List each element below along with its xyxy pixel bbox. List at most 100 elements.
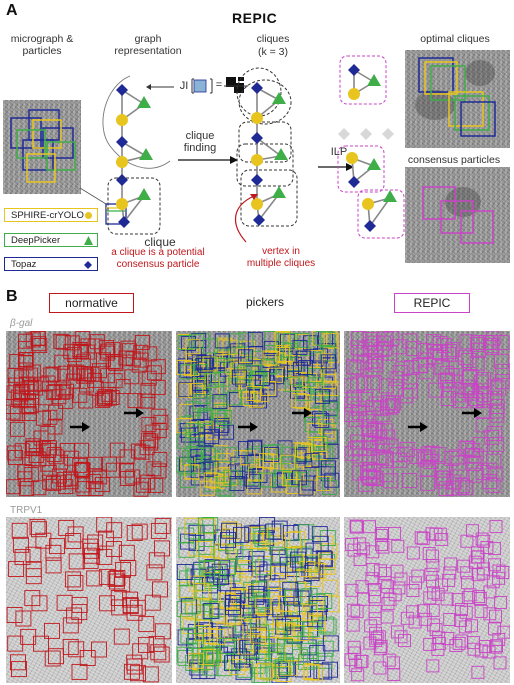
particle-box xyxy=(154,517,171,534)
particle-box xyxy=(238,377,254,393)
particle-box xyxy=(212,445,228,461)
legend-item-Topaz: Topaz xyxy=(4,257,98,271)
particle-box xyxy=(23,467,39,483)
particle-box xyxy=(356,542,370,556)
particle-box xyxy=(406,605,420,619)
particle-box xyxy=(203,460,219,476)
particle-box xyxy=(41,464,57,480)
particle-box xyxy=(146,461,162,477)
arrow-label-clique-finding: clique finding xyxy=(183,130,217,154)
header-normative: normative xyxy=(49,293,134,313)
particle-box xyxy=(296,442,312,458)
particle-box xyxy=(68,641,85,658)
particle-box xyxy=(252,601,269,618)
particle-box xyxy=(344,378,359,394)
particle-box xyxy=(15,610,32,627)
particle-box xyxy=(87,456,103,472)
particle-box xyxy=(428,382,444,398)
particle-box xyxy=(301,642,318,659)
particle-box xyxy=(408,576,422,590)
particle-box xyxy=(177,629,194,646)
particle-box xyxy=(121,343,137,359)
particle-box xyxy=(466,636,480,650)
particle-box xyxy=(347,543,361,557)
particle-box xyxy=(126,604,143,621)
particle-box xyxy=(420,446,436,462)
particle-box xyxy=(99,595,116,612)
particle-box xyxy=(152,581,168,598)
particle-box xyxy=(320,618,337,635)
particle-box xyxy=(303,335,318,351)
particle-box xyxy=(441,632,455,645)
particle-box xyxy=(100,368,116,384)
header-pickers: pickers xyxy=(225,293,305,313)
particle-box xyxy=(427,586,441,600)
particle-box xyxy=(355,580,369,594)
diamond-icon xyxy=(84,261,92,269)
particle-box xyxy=(392,581,406,595)
particle-box xyxy=(320,354,336,370)
particle-box xyxy=(197,410,213,425)
particle-box xyxy=(238,332,254,348)
particle-box xyxy=(375,406,391,422)
particle-box xyxy=(461,370,477,386)
particle-box xyxy=(462,369,478,384)
particle-box xyxy=(493,656,507,670)
particle-box xyxy=(151,463,167,479)
particle-box xyxy=(195,540,212,557)
particle-box xyxy=(261,472,277,488)
particle-box xyxy=(144,594,161,611)
particle-box xyxy=(213,420,229,436)
particle-box xyxy=(75,331,91,347)
particle-box xyxy=(460,379,476,395)
particle-box xyxy=(478,640,492,653)
particle-box xyxy=(315,476,331,491)
particle-box xyxy=(311,437,327,453)
particle-box xyxy=(250,627,267,644)
particle-box xyxy=(495,363,510,379)
particle-box xyxy=(92,363,107,379)
particle-box xyxy=(266,527,283,544)
particle-box xyxy=(361,468,377,484)
particle-box xyxy=(371,450,387,466)
particle-box xyxy=(199,480,215,496)
circle-icon xyxy=(85,212,92,219)
particle-box xyxy=(11,661,27,678)
particle-box xyxy=(137,393,153,409)
particle-box xyxy=(431,642,445,656)
particle-box xyxy=(196,355,212,371)
particle-box xyxy=(50,474,66,490)
particle-box xyxy=(494,596,508,609)
particle-box xyxy=(487,466,503,482)
particle-box xyxy=(403,383,418,399)
particle-box xyxy=(391,339,407,355)
micrograph-particles xyxy=(3,100,81,194)
particle-box xyxy=(420,475,436,491)
particle-box xyxy=(178,460,194,476)
zoom-connector xyxy=(79,187,107,205)
particle-box xyxy=(63,344,79,360)
particle-box xyxy=(24,389,40,405)
particle-box xyxy=(24,441,40,457)
particle-box xyxy=(271,477,287,493)
particle-box xyxy=(66,607,83,624)
particle-box xyxy=(389,371,405,387)
particle-box xyxy=(78,393,94,409)
particle-box xyxy=(293,625,310,641)
particle-box xyxy=(140,393,156,409)
particle-box xyxy=(487,379,503,395)
particle-box xyxy=(290,551,307,568)
micrograph-boxes xyxy=(10,109,76,183)
particle-box xyxy=(275,618,292,635)
particle-box xyxy=(472,590,486,604)
particle-box xyxy=(65,533,82,549)
particle-box xyxy=(184,517,201,534)
particle-box xyxy=(494,335,510,351)
particle-box xyxy=(193,359,209,375)
particle-box xyxy=(180,598,197,615)
particle-box xyxy=(380,395,396,411)
particle-box xyxy=(72,343,88,359)
particle-box xyxy=(390,625,404,639)
particle-box xyxy=(411,569,425,583)
particle-box xyxy=(374,438,390,454)
